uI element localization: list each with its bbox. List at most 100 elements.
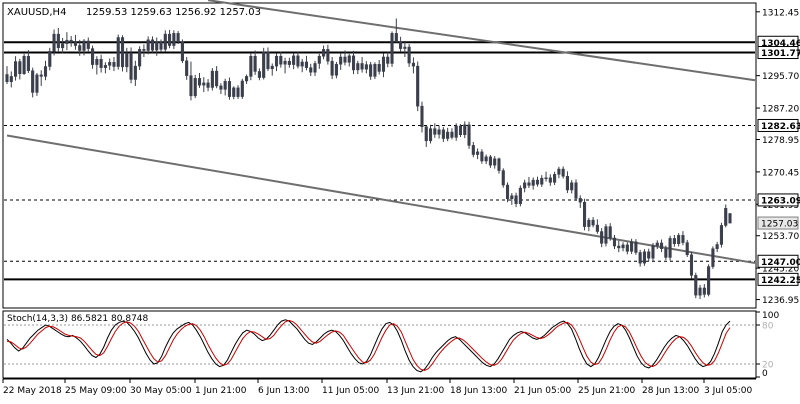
candle: [501, 168, 505, 188]
candle: [326, 44, 330, 65]
level-label-box: [757, 118, 799, 132]
candle: [31, 67, 35, 98]
candle-body: [364, 64, 368, 70]
level-label-1263.09: 1263.09: [757, 193, 800, 207]
candle-body: [339, 56, 343, 65]
candle-body: [565, 176, 569, 191]
candle-body: [219, 85, 223, 90]
candlesticks: [5, 18, 732, 299]
candle-body: [523, 182, 527, 189]
candle-body: [677, 235, 681, 244]
candle-body: [317, 55, 321, 64]
time-tick-label: 30 May 05:00: [130, 386, 192, 396]
candle: [309, 63, 313, 77]
candle: [621, 242, 625, 252]
level-label-text: 1282.63: [761, 122, 800, 132]
candle-body: [5, 74, 9, 83]
level-label-box: [757, 254, 799, 268]
candle: [22, 53, 26, 75]
candle-body: [334, 63, 338, 76]
candle-body: [176, 33, 180, 42]
candle: [35, 72, 39, 96]
current-price-text: 1257.03: [761, 220, 798, 230]
candle-body: [587, 219, 591, 227]
candle-body: [270, 65, 274, 70]
candle-body: [638, 252, 642, 264]
candle: [317, 53, 321, 69]
candle-body: [441, 129, 445, 139]
candle-body: [715, 244, 719, 249]
candle: [471, 141, 475, 158]
candle: [73, 34, 77, 50]
candle: [428, 124, 433, 144]
candle-body: [215, 70, 219, 87]
time-tick-label: 1 Jun 21:00: [195, 386, 247, 396]
candle: [565, 171, 569, 194]
candle: [553, 171, 557, 186]
stoch-tick-label: 0: [762, 369, 768, 379]
candle-body: [433, 128, 437, 135]
candle: [232, 86, 236, 100]
candle-body: [356, 63, 360, 71]
candle: [9, 71, 13, 88]
candle-body: [31, 70, 35, 93]
level-label-text: 1247.00: [761, 258, 800, 268]
candle-body: [411, 62, 415, 67]
candle: [582, 198, 587, 231]
candle-body: [437, 129, 441, 135]
candle: [664, 245, 668, 261]
candle: [454, 123, 458, 141]
candle-body: [266, 51, 270, 70]
candle-body: [180, 41, 184, 62]
candle-body: [694, 275, 698, 296]
candle: [163, 30, 167, 53]
candle: [245, 74, 249, 85]
candle-body: [621, 244, 625, 249]
candle: [510, 193, 514, 205]
level-label-text: 1304.46: [761, 39, 800, 49]
level-label-1247.00: 1247.00: [757, 254, 800, 268]
candle: [202, 77, 206, 93]
candle: [69, 36, 73, 47]
candle-body: [634, 241, 638, 253]
candle: [497, 157, 501, 174]
candle: [381, 53, 386, 78]
candle: [476, 148, 480, 160]
candle: [446, 127, 450, 142]
candle-body: [351, 55, 356, 71]
candle: [112, 56, 116, 72]
candle: [587, 217, 591, 232]
candle-body: [386, 56, 390, 64]
candle: [61, 37, 65, 54]
candle-body: [698, 287, 702, 296]
candle-body: [428, 128, 433, 142]
candle: [339, 52, 343, 70]
ohlc-readout: 1259.53 1259.63 1256.92 1257.03: [86, 7, 261, 18]
candle: [420, 101, 424, 133]
candle: [668, 235, 672, 261]
candle-body: [373, 63, 377, 77]
candle: [296, 52, 300, 69]
price-tick-label: 1295.70: [762, 72, 799, 82]
candle: [424, 125, 428, 147]
candle-body: [193, 78, 197, 97]
candle-body: [300, 61, 304, 67]
candle: [283, 57, 287, 74]
candle-body: [39, 74, 43, 77]
candle-body: [210, 70, 214, 88]
candle-body: [719, 225, 723, 245]
candle: [86, 37, 90, 52]
candle-body: [236, 87, 240, 97]
candle: [591, 217, 595, 228]
candle-body: [240, 80, 244, 97]
stoch-line-signal: [6, 319, 731, 372]
candle-body: [630, 241, 634, 252]
candle-body: [326, 49, 330, 62]
candle-body: [544, 177, 548, 180]
price-tick-label: 1287.20: [762, 105, 799, 115]
candle: [416, 61, 420, 112]
candle-body: [108, 62, 112, 66]
